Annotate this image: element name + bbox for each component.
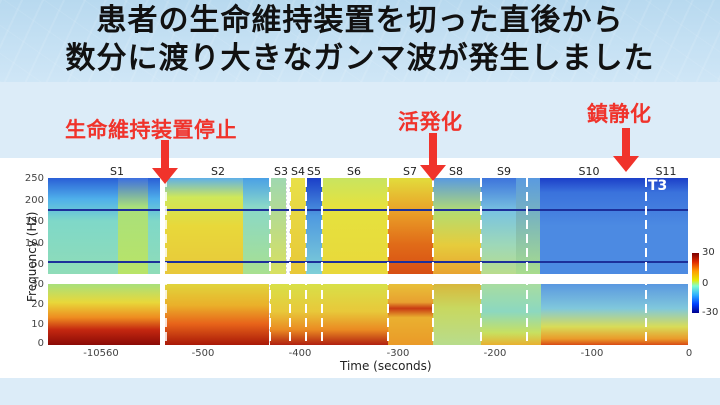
y-axis-label: Frequency (Hz)	[25, 211, 39, 303]
x-tick: -200	[483, 348, 507, 359]
line-noise-180hz	[48, 209, 688, 211]
segment-boundary	[165, 178, 167, 345]
colorbar	[692, 253, 699, 313]
colorbar-tick: -30	[702, 307, 719, 318]
x-tick: 0	[685, 348, 693, 359]
segment-boundary	[321, 178, 323, 345]
x-tick: -400	[288, 348, 312, 359]
segment-label-s11: S11	[655, 165, 677, 178]
y-tick: 0	[37, 338, 44, 349]
segment-label-s9: S9	[497, 165, 511, 178]
colorbar-tick: 0	[702, 278, 709, 289]
x-tick: -100	[580, 348, 604, 359]
y-tick: 20	[31, 299, 44, 310]
segment-label-s6: S6	[347, 165, 361, 178]
segment-label-s4: S4	[291, 165, 305, 178]
channel-label: T3	[648, 178, 668, 194]
y-tick: 10	[31, 319, 44, 330]
annotation-activated: 活発化	[398, 110, 463, 134]
y-tick: 50	[31, 259, 44, 270]
x-tick: -500	[191, 348, 215, 359]
frequency-axis-break	[48, 274, 688, 284]
segment-boundary	[289, 178, 291, 345]
y-tick: 250	[24, 173, 44, 184]
segment-label-s10: S10	[578, 165, 600, 178]
title-banner: 患者の生命維持装置を切った直後から 数分に渡り大きなガンマ波が発生しました	[0, 0, 720, 82]
segment-boundary	[526, 178, 528, 345]
y-tick: 30	[31, 279, 44, 290]
title-line-1: 患者の生命維持装置を切った直後から	[96, 3, 624, 38]
segment-label-s3: S3	[274, 165, 288, 178]
segment-label-s1: S1	[110, 165, 124, 178]
y-tick: 150	[24, 216, 44, 227]
x-tick: -10560	[83, 348, 119, 359]
segment-boundary	[305, 178, 307, 345]
segment-boundary	[645, 178, 647, 345]
axis-break	[160, 176, 165, 348]
annotation-life-support-stopped: 生命維持装置停止	[65, 118, 237, 142]
segment-boundary	[269, 178, 271, 345]
segment-boundary	[432, 178, 434, 345]
title-line-2: 数分に渡り大きなガンマ波が発生しました	[65, 41, 655, 76]
colorbar-tick: 30	[702, 247, 715, 258]
segment-boundary	[480, 178, 482, 345]
x-tick: -300	[386, 348, 410, 359]
segment-label-s5: S5	[307, 165, 321, 178]
y-tick: 100	[24, 238, 44, 249]
x-axis-label: Time (seconds)	[340, 359, 432, 373]
segment-boundary	[387, 178, 389, 345]
segment-label-s7: S7	[403, 165, 417, 178]
y-tick: 200	[24, 195, 44, 206]
spectrogram-lower-panel	[48, 284, 688, 345]
segment-label-s8: S8	[449, 165, 463, 178]
spectrogram-upper-panel	[48, 178, 688, 274]
annotation-calmed: 鎮静化	[587, 102, 652, 126]
segment-label-s2: S2	[211, 165, 225, 178]
line-noise-60hz	[48, 261, 688, 263]
